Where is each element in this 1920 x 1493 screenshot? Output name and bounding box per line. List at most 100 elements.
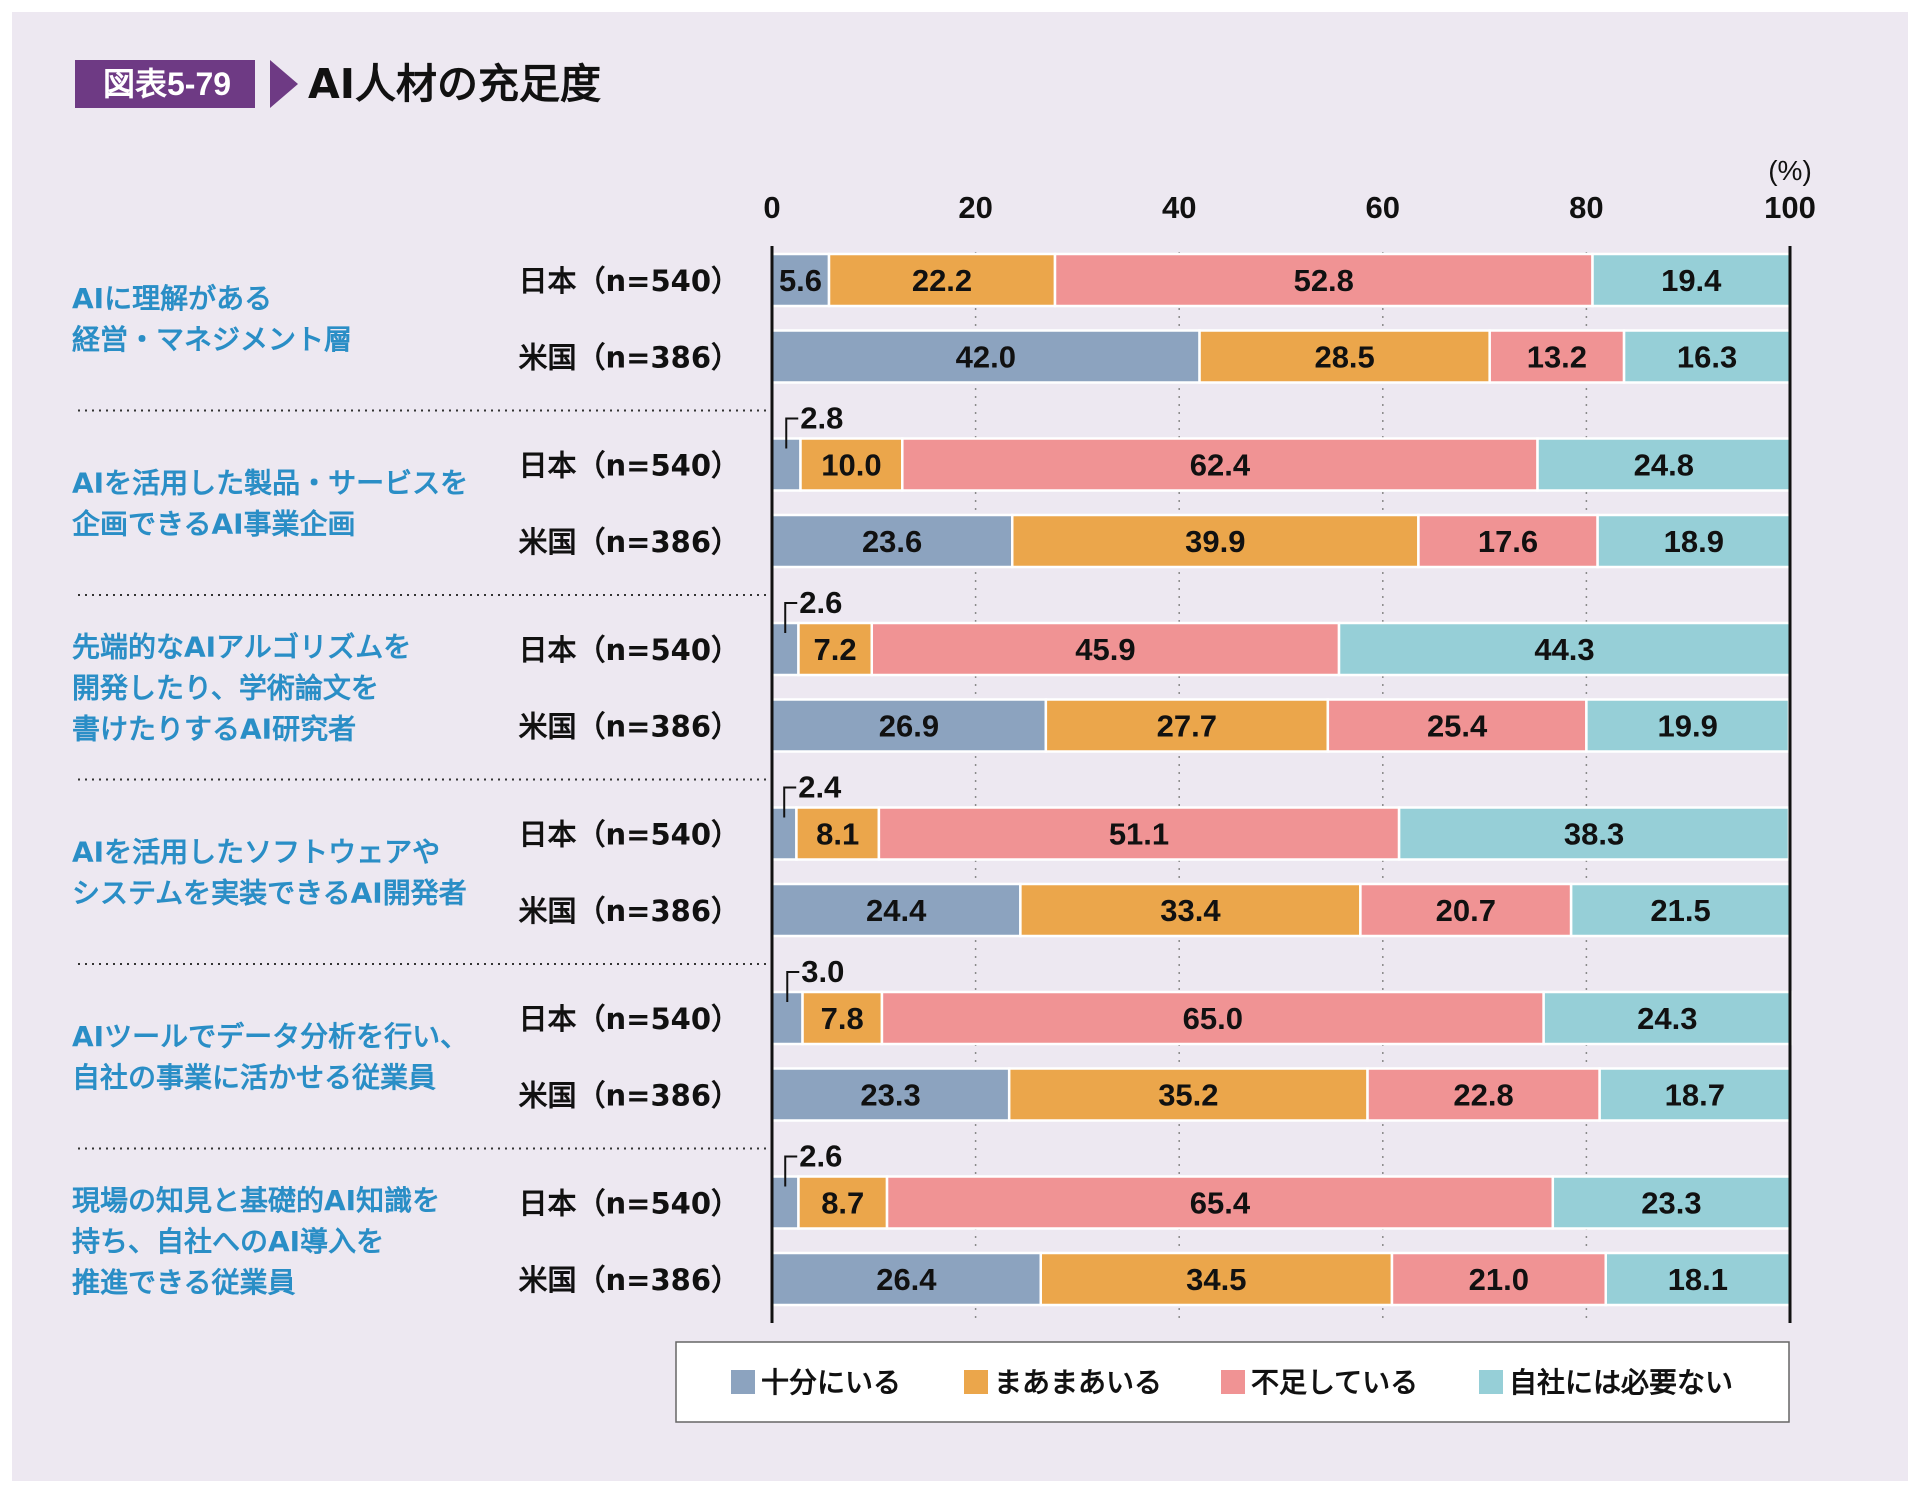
x-tick-label: 80 <box>1569 190 1603 225</box>
bar-segment <box>885 1175 1555 1230</box>
row-label: 日本（n=540） <box>519 1002 740 1036</box>
data-label: 51.1 <box>1109 817 1169 852</box>
bar-segment <box>1536 437 1792 492</box>
data-label: 23.3 <box>860 1078 920 1113</box>
bar-segment <box>770 1067 1011 1122</box>
legend-swatch <box>1479 1370 1503 1394</box>
bar-segment <box>770 513 1014 569</box>
data-label: 3.0 <box>801 954 844 989</box>
row-label: 米国（n=386） <box>519 341 740 375</box>
data-label: 2.4 <box>798 770 842 805</box>
bar-segment <box>799 437 904 492</box>
data-label: 2.8 <box>800 401 843 436</box>
x-tick-label: 60 <box>1366 190 1400 225</box>
data-label: 21.5 <box>1650 893 1710 928</box>
row-label: 日本（n=540） <box>519 449 740 483</box>
data-label: 18.7 <box>1665 1078 1725 1113</box>
group-label: 経営・マネジメント層 <box>72 323 352 356</box>
bar-segment <box>1337 621 1792 677</box>
data-label: 5.6 <box>779 263 822 298</box>
badge-arrow-shape <box>270 60 298 108</box>
figure-number-badge: 図表5-79 <box>75 60 256 108</box>
bar-segment <box>1596 513 1792 569</box>
group-label: 企画できるAI事業企画 <box>72 507 356 540</box>
data-label: 26.9 <box>879 709 939 744</box>
group-label: 推進できる従業員 <box>72 1266 295 1299</box>
data-label: 13.2 <box>1527 340 1587 375</box>
data-label: 19.9 <box>1658 709 1718 744</box>
data-label: 7.2 <box>814 632 857 667</box>
data-label: 18.1 <box>1668 1262 1728 1297</box>
group-label: 持ち、自社へのAI導入を <box>72 1225 384 1258</box>
bar-segment <box>770 329 1201 384</box>
data-label: 34.5 <box>1186 1262 1246 1297</box>
group-label: AIに理解がある <box>72 282 272 315</box>
bar-segment <box>870 621 1341 677</box>
row-label: 日本（n=540） <box>519 264 740 298</box>
bar-segment <box>770 1251 1043 1307</box>
data-label-leader <box>786 971 800 1002</box>
legend-label: 自社には必要ない <box>1509 1366 1733 1399</box>
row-label: 米国（n=386） <box>519 1079 740 1113</box>
legend-label: 不足している <box>1251 1366 1418 1399</box>
data-label: 21.0 <box>1469 1262 1529 1297</box>
row-label: 米国（n=386） <box>519 894 740 928</box>
legend-swatch <box>964 1370 988 1394</box>
data-label: 38.3 <box>1564 817 1624 852</box>
data-label: 18.9 <box>1664 524 1724 559</box>
data-label-leader <box>784 602 798 633</box>
data-label: 2.6 <box>799 1139 842 1174</box>
bar-segment <box>1488 329 1626 384</box>
bar-segment <box>1019 882 1362 938</box>
bar-segment <box>1585 698 1791 753</box>
bar-segment <box>877 806 1401 861</box>
x-tick-label: 100 <box>1764 190 1816 225</box>
bar-segment <box>880 990 1545 1046</box>
data-label: 24.8 <box>1634 448 1694 483</box>
data-label: 22.2 <box>912 263 972 298</box>
group-label: AIツールでデータ分析を行い、 <box>72 1020 468 1053</box>
bar-segment <box>1604 1251 1792 1307</box>
data-label: 33.4 <box>1160 893 1221 928</box>
group-label: 現場の知見と基礎的AI知識を <box>72 1184 440 1217</box>
row-label: 米国（n=386） <box>519 1263 740 1297</box>
group-label: AIを活用した製品・サービスを <box>72 466 468 499</box>
bar-segment <box>1053 252 1594 308</box>
data-label: 27.7 <box>1157 709 1217 744</box>
data-label: 26.4 <box>876 1262 937 1297</box>
unit-label: (%) <box>1768 155 1812 186</box>
bar-segment <box>1591 252 1792 308</box>
bar-segment <box>1044 698 1330 753</box>
row-label: 米国（n=386） <box>519 525 740 559</box>
data-label: 24.4 <box>866 893 927 928</box>
data-label: 10.0 <box>821 448 881 483</box>
group-label: AIを活用したソフトウェアや <box>72 835 440 868</box>
data-label-leader <box>785 417 799 449</box>
bar-segment <box>1198 329 1491 384</box>
bar-segment <box>1417 513 1599 569</box>
data-label: 16.3 <box>1677 340 1737 375</box>
group-label: 自社の事業に活かせる従業員 <box>72 1061 436 1094</box>
data-label: 8.1 <box>816 817 859 852</box>
group-label: システムを実装できるAI開発者 <box>72 876 467 909</box>
data-label: 28.5 <box>1314 340 1374 375</box>
legend-label: まあまあいる <box>994 1366 1162 1399</box>
chart-title: AI人材の充足度 <box>308 60 601 108</box>
data-label: 19.4 <box>1661 263 1722 298</box>
row-label: 日本（n=540） <box>519 1187 740 1221</box>
bar-segment <box>1542 990 1793 1046</box>
data-label: 65.4 <box>1190 1186 1251 1221</box>
data-label: 7.8 <box>821 1001 864 1036</box>
data-label: 23.3 <box>1641 1186 1701 1221</box>
row-label: 日本（n=540） <box>519 818 740 852</box>
bar-segment <box>1622 329 1792 384</box>
bar-segment <box>1598 1067 1792 1122</box>
bar-segment <box>1569 882 1792 938</box>
data-label: 62.4 <box>1190 448 1251 483</box>
data-label: 20.7 <box>1436 893 1496 928</box>
data-label: 8.7 <box>821 1186 864 1221</box>
data-label: 42.0 <box>956 340 1016 375</box>
x-tick-label: 40 <box>1162 190 1196 225</box>
data-label: 25.4 <box>1427 709 1488 744</box>
legend-swatch <box>731 1370 755 1394</box>
